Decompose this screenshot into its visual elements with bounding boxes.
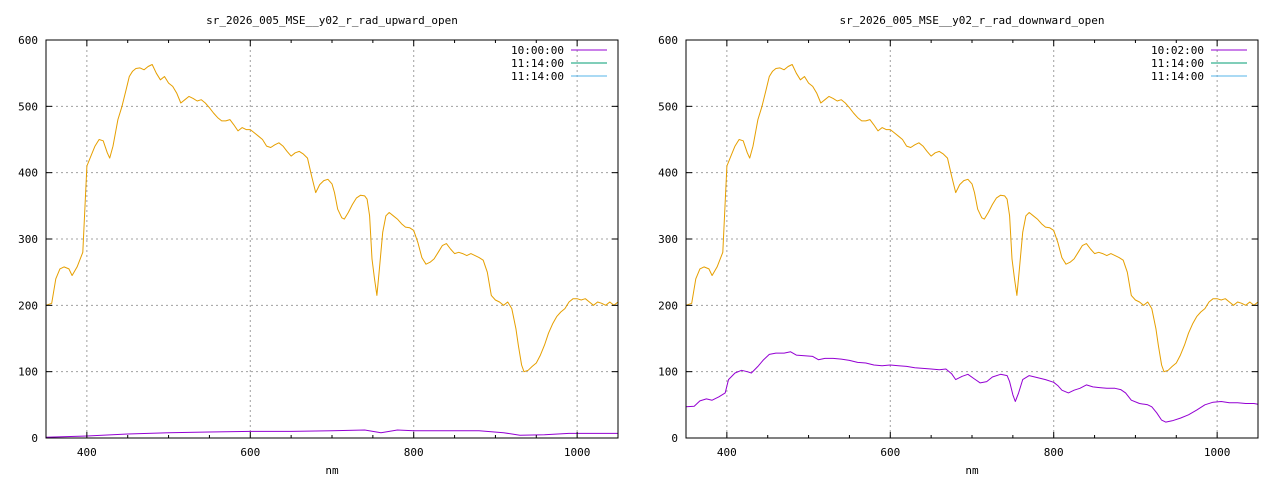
x-tick-label: 800	[1044, 446, 1064, 459]
x-tick-label: 800	[404, 446, 424, 459]
legend-label: 11:14:00	[511, 57, 564, 70]
y-tick-label: 400	[658, 167, 678, 180]
y-tick-label: 0	[31, 432, 38, 445]
series-line-unlabeled-3	[685, 64, 1259, 373]
chart-title: sr_2026_005_MSE__y02_r_rad_upward_open	[206, 14, 458, 27]
x-tick-label: 1000	[564, 446, 591, 459]
y-tick-label: 500	[658, 100, 678, 113]
x-tick-label: 1000	[1204, 446, 1231, 459]
y-tick-label: 500	[18, 100, 38, 113]
x-axis-label: nm	[325, 464, 339, 477]
y-tick-label: 200	[658, 299, 678, 312]
x-tick-label: 400	[717, 446, 737, 459]
y-tick-label: 0	[671, 432, 678, 445]
legend-label: 11:14:00	[511, 70, 564, 83]
x-axis-label: nm	[965, 464, 979, 477]
y-tick-label: 300	[658, 233, 678, 246]
y-tick-label: 600	[18, 34, 38, 47]
y-tick-label: 200	[18, 299, 38, 312]
y-tick-label: 600	[658, 34, 678, 47]
y-tick-label: 100	[18, 366, 38, 379]
series-line-100200	[685, 351, 1259, 423]
chart-title: sr_2026_005_MSE__y02_r_rad_downward_open	[840, 14, 1105, 27]
upward-radiance-chart: sr_2026_005_MSE__y02_r_rad_upward_open 0 1…	[18, 14, 619, 477]
legend-label: 10:02:00	[1151, 44, 1204, 57]
series-line-unlabeled-3	[45, 64, 619, 373]
y-tick-label: 100	[658, 366, 678, 379]
series-line-100000	[45, 429, 618, 438]
x-tick-label: 600	[240, 446, 260, 459]
downward-radiance-chart: sr_2026_005_MSE__y02_r_rad_downward_open…	[658, 14, 1259, 477]
legend-label: 10:00:00	[511, 44, 564, 57]
y-tick-label: 300	[18, 233, 38, 246]
legend-label: 11:14:00	[1151, 57, 1204, 70]
y-tick-label: 400	[18, 167, 38, 180]
x-tick-label: 400	[77, 446, 97, 459]
x-tick-label: 600	[880, 446, 900, 459]
legend-label: 11:14:00	[1151, 70, 1204, 83]
